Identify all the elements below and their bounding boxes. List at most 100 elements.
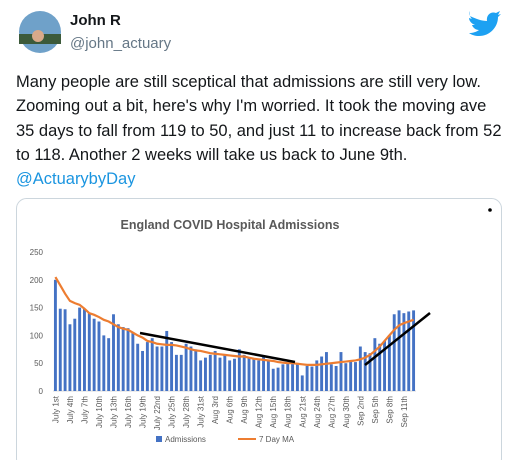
bar (412, 310, 416, 391)
user-name[interactable]: John R (70, 12, 121, 29)
bar (387, 335, 391, 391)
bar (233, 358, 236, 391)
bar (344, 363, 348, 391)
bar (102, 335, 106, 391)
bar (281, 364, 285, 391)
trend-line (364, 312, 431, 366)
bar (349, 360, 353, 391)
bar (179, 354, 183, 391)
trend-line (139, 331, 296, 364)
chart-title: England COVID Hospital Admissions (120, 218, 339, 232)
mention-link[interactable]: @ActuarybyDay (16, 170, 136, 189)
bar (131, 332, 135, 391)
y-tick-label: 50 (34, 359, 43, 368)
legend-label: 7 Day MA (259, 435, 295, 444)
x-tick-label: July 19th (139, 396, 148, 428)
x-tick-label: July 10th (95, 396, 104, 428)
x-tick-label: Aug 9th (240, 396, 249, 424)
bar (354, 362, 357, 391)
y-tick-label: 0 (39, 387, 44, 396)
bar (63, 309, 67, 391)
x-tick-label: July 31st (197, 395, 206, 427)
bar (242, 354, 246, 391)
tweet-text: Many people are still sceptical that adm… (16, 70, 506, 191)
twitter-logo[interactable] (469, 11, 501, 36)
x-tick-label: July 1st (51, 395, 60, 423)
legend-label: Admissions (165, 435, 206, 444)
y-tick-label: 150 (30, 304, 44, 313)
y-tick-label: 200 (30, 276, 44, 285)
bar (402, 313, 406, 391)
user-handle[interactable]: @john_actuary (70, 35, 172, 52)
x-tick-label: Aug 6th (226, 396, 235, 424)
x-tick-label: July 25th (168, 396, 177, 428)
bar (257, 360, 261, 391)
x-tick-label: Aug 12th (255, 396, 264, 428)
bar (92, 318, 96, 391)
header-icons (19, 11, 501, 53)
x-tick-label: Aug 24th (313, 396, 322, 428)
bar (310, 366, 314, 391)
bar (291, 362, 295, 391)
bar (363, 352, 367, 391)
x-tick-label: Sep 11th (400, 396, 409, 427)
x-tick-label: Aug 30th (342, 396, 351, 428)
bar (329, 364, 333, 391)
bar (174, 354, 178, 391)
avatar-face (32, 30, 44, 42)
bar (237, 349, 241, 391)
bar (170, 342, 174, 391)
bar (87, 313, 91, 391)
bar (271, 368, 275, 391)
chart-frame (16, 198, 502, 460)
bar (160, 346, 164, 391)
bar (358, 346, 362, 391)
bar (305, 365, 309, 391)
chart: England COVID Hospital Admissions 0 50 100… (16, 198, 502, 460)
x-tick-label: Sep 5th (371, 396, 380, 424)
bar (373, 338, 377, 391)
bar (228, 360, 232, 391)
bar (325, 352, 328, 391)
x-tick-label: July 13th (110, 396, 119, 428)
x-tick-label: Aug 27th (327, 396, 336, 428)
bar (150, 338, 154, 391)
bar (199, 360, 203, 391)
bar (262, 356, 265, 391)
bar (112, 314, 115, 391)
x-tick-label: July 7th (80, 396, 89, 424)
bar (136, 343, 140, 391)
bar (116, 324, 120, 391)
bar (320, 356, 324, 391)
bar (53, 279, 57, 391)
bar (68, 324, 72, 391)
bar (83, 308, 86, 391)
bar (407, 311, 411, 391)
bar (213, 350, 217, 391)
bar (97, 321, 101, 391)
legend-swatch (156, 436, 162, 442)
bar (189, 346, 193, 391)
bar (300, 375, 304, 391)
bar (315, 360, 319, 391)
bar (266, 360, 270, 391)
x-tick-label: Sep 8th (385, 396, 394, 424)
dot (488, 208, 492, 212)
bar (194, 349, 198, 391)
x-tick-label: Aug 18th (284, 396, 293, 428)
bar (73, 318, 77, 391)
x-tick-label: July 28th (182, 396, 191, 428)
bar (145, 342, 149, 391)
x-tick-label: Sep 2nd (356, 396, 365, 426)
bar (368, 353, 372, 391)
tweet-body: Many people are still sceptical that adm… (16, 73, 502, 164)
ma-line (54, 276, 414, 366)
bar (107, 338, 111, 391)
bar (184, 343, 188, 391)
x-tick-label: July 16th (124, 396, 133, 428)
bar (286, 363, 290, 391)
x-tick-label: Aug 15th (269, 396, 278, 428)
bar (247, 357, 251, 391)
bar (383, 340, 386, 391)
